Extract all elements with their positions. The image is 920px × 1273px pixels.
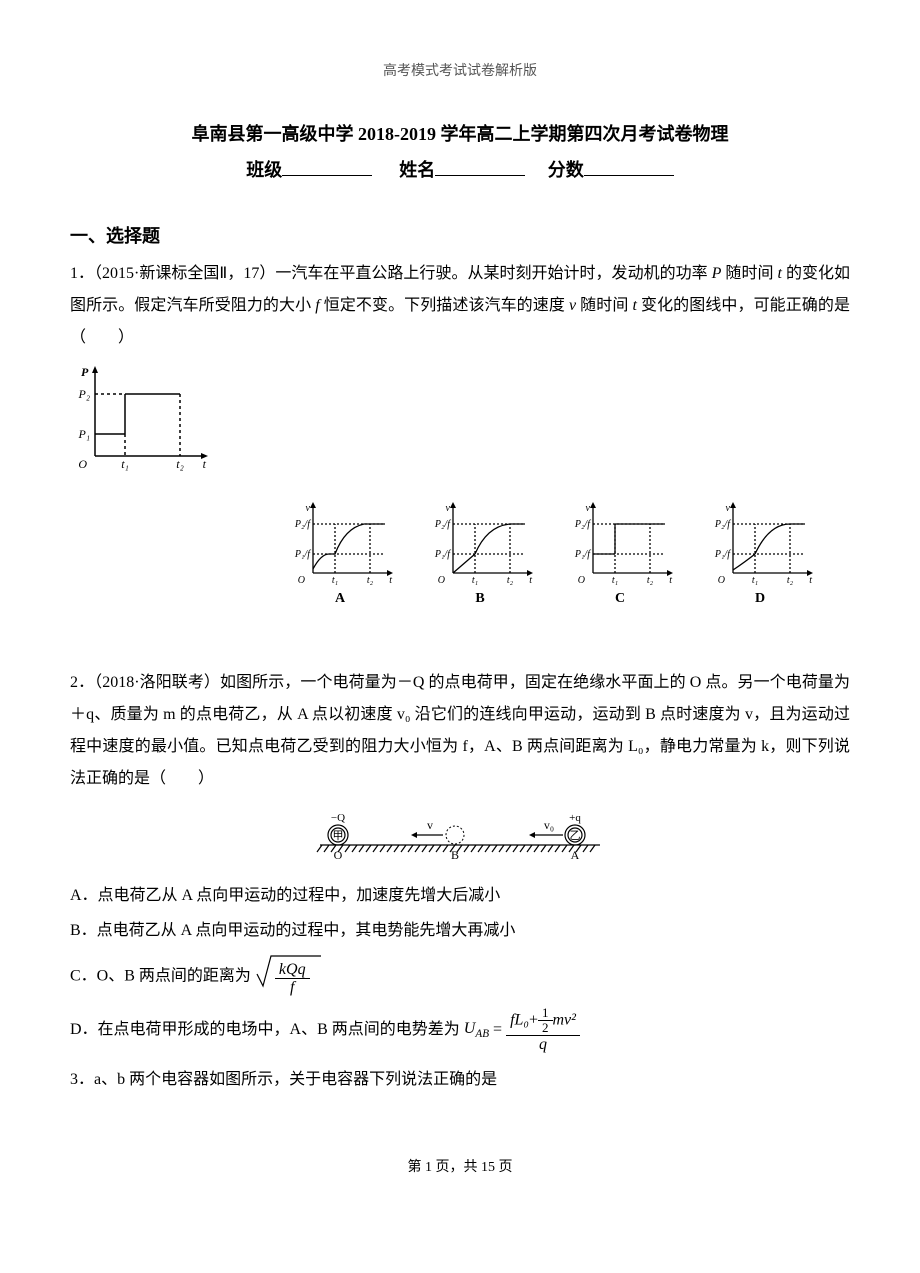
svg-text:t₂: t₂ [176, 457, 184, 471]
svg-text:P₁/f: P₁/f [434, 549, 451, 560]
blank-name [435, 157, 525, 176]
fill-line: 班级 姓名 分数 [70, 156, 850, 182]
svg-text:t₁: t₁ [332, 575, 338, 586]
svg-text:+q: +q [569, 812, 581, 824]
svg-text:t₂: t₂ [647, 575, 654, 586]
svg-text:t₁: t₁ [752, 575, 758, 586]
q2-C-num: kQq [275, 961, 310, 980]
q2-D-uab: UAB [464, 1020, 489, 1037]
q2-option-C: C．O、B 两点间的距离为 kQq f [70, 948, 850, 1005]
svg-text:P₁: P₁ [77, 427, 90, 441]
q1-option-B: P₁/f P₂/f t₁ t₂ v t OB [425, 499, 535, 607]
q2-text: （2018·洛阳联考）如图所示，一个电荷量为－Q 的点电荷甲，固定在绝缘水平面上… [70, 674, 850, 787]
half-num: 1 [538, 1006, 553, 1021]
eq-sign: = [493, 1020, 506, 1037]
svg-text:t: t [809, 575, 812, 586]
q2-option-B: B．点电荷乙从 A 点向甲运动的过程中，其电势能先增大再减小 [70, 913, 850, 948]
q1-option-D: P₁/f P₂/f t₁ t₂ v t OD [705, 499, 815, 607]
svg-text:A: A [571, 848, 580, 862]
svg-text:P: P [81, 365, 89, 379]
section-1-heading: 一、选择题 [70, 222, 850, 248]
q2-D-prefix: D．在点电荷甲形成的电场中，A、B 两点间的电势差为 [70, 1020, 464, 1037]
svg-text:t: t [529, 575, 532, 586]
half: 12 [538, 1006, 553, 1036]
svg-text:v: v [427, 818, 433, 832]
q3-text: a、b 两个电容器如图所示，关于电容器下列说法正确的是 [94, 1071, 497, 1088]
label-C: C [565, 591, 675, 607]
svg-text:P₂: P₂ [77, 387, 90, 401]
q1-t1: 随时间 [721, 265, 777, 282]
label-score: 分数 [548, 160, 584, 180]
q2-figure: 甲 −Q O Bv 乙 +q Av₀ [70, 803, 850, 868]
label-class: 班级 [246, 160, 282, 180]
q2-option-A: A．点电荷乙从 A 点向甲运动的过程中，加速度先增大后减小 [70, 878, 850, 913]
q2-D-num: fL₀+12mv² [506, 1006, 580, 1037]
svg-text:t: t [669, 575, 672, 586]
svg-text:甲: 甲 [333, 830, 344, 842]
label-D: D [705, 591, 815, 607]
question-3: 3．a、b 两个电容器如图所示，关于电容器下列说法正确的是 [70, 1064, 850, 1096]
q1-t4: 随时间 [576, 297, 632, 314]
svg-text:O: O [334, 848, 343, 862]
q1-option-A: P₁/f P₂/f t₁ t₂ v t OA [285, 499, 395, 607]
svg-text:P₂/f: P₂/f [714, 519, 731, 530]
svg-text:t₁: t₁ [121, 457, 129, 471]
svg-text:P₁/f: P₁/f [574, 549, 591, 560]
svg-text:v: v [726, 503, 731, 514]
q3-number: 3． [70, 1071, 94, 1088]
svg-text:t: t [389, 575, 392, 586]
q2-D-frac: fL₀+12mv² q [506, 1006, 580, 1054]
q2-C-frac: kQq f [275, 961, 310, 997]
svg-text:P₁/f: P₁/f [294, 549, 311, 560]
label-A: A [285, 591, 395, 607]
svg-text:v: v [306, 503, 311, 514]
question-2: 2．（2018·洛阳联考）如图所示，一个电荷量为－Q 的点电荷甲，固定在绝缘水平… [70, 667, 850, 795]
svg-text:t₁: t₁ [612, 575, 618, 586]
q1-t3: 恒定不变。下列描述该汽车的速度 [320, 297, 569, 314]
svg-text:P₁/f: P₁/f [714, 549, 731, 560]
blank-class [282, 157, 372, 176]
page-footer: 第 1 页，共 15 页 [70, 1156, 850, 1176]
q2-C-prefix: C．O、B 两点间的距离为 [70, 968, 255, 985]
half-den: 2 [538, 1021, 553, 1035]
svg-text:−Q: −Q [331, 812, 345, 824]
q1-option-C: P₁/f P₂/f t₁ t₂ v t OC [565, 499, 675, 607]
svg-text:v: v [586, 503, 591, 514]
svg-text:乙: 乙 [570, 829, 581, 842]
q1-number: 1． [70, 265, 94, 282]
svg-text:B: B [451, 848, 459, 862]
svg-text:t: t [203, 457, 207, 471]
label-name: 姓名 [399, 160, 435, 180]
svg-text:O: O [298, 575, 305, 586]
svg-text:P₂/f: P₂/f [294, 519, 311, 530]
running-header: 高考模式考试试卷解析版 [70, 60, 850, 80]
svg-text:O: O [718, 575, 725, 586]
exam-title: 阜南县第一高级中学 2018-2019 学年高二上学期第四次月考试卷物理 [70, 120, 850, 146]
svg-text:O: O [578, 575, 585, 586]
q2-option-D: D．在点电荷甲形成的电场中，A、B 两点间的电势差为 UAB = fL₀+12m… [70, 1006, 850, 1054]
q1-options-row: P₁/fP₂/ft₁t₂vtOA P₁/fP₂/ft₁t₂vtOB P₁/fP₂… [250, 499, 850, 607]
label-B: B [425, 591, 535, 607]
svg-text:O: O [78, 457, 87, 471]
svg-text:t₂: t₂ [367, 575, 374, 586]
q1-main-graph: P₁ P₂ t₁ t₂ Pt O [70, 364, 850, 479]
svg-text:O: O [438, 575, 445, 586]
mv2: mv² [553, 1011, 576, 1028]
q2-number: 2． [70, 674, 94, 691]
question-1: 1．（2015·新课标全国Ⅱ，17）一汽车在平直公路上行驶。从某时刻开始计时，发… [70, 258, 850, 354]
q2-D-den: q [506, 1036, 580, 1054]
svg-text:t₂: t₂ [787, 575, 794, 586]
blank-score [584, 157, 674, 176]
svg-text:v: v [446, 503, 451, 514]
svg-text:t₁: t₁ [472, 575, 478, 586]
svg-text:P₂/f: P₂/f [434, 519, 451, 530]
fL0: fL₀ [510, 1011, 529, 1028]
svg-text:P₂/f: P₂/f [574, 519, 591, 530]
sym-P: P [712, 265, 722, 282]
q1-t0: （2015·新课标全国Ⅱ，17）一汽车在平直公路上行驶。从某时刻开始计时，发动机… [94, 265, 712, 282]
svg-text:t₂: t₂ [507, 575, 514, 586]
svg-text:v₀: v₀ [544, 818, 554, 832]
q2-C-den: f [275, 979, 310, 997]
